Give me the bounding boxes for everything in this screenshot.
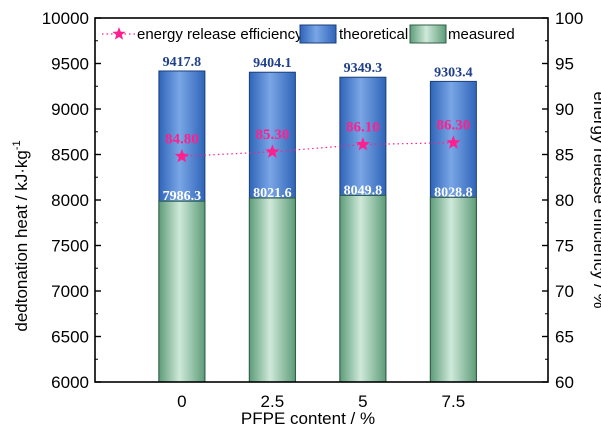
legend-measured-swatch [409, 24, 447, 44]
measured-bar [158, 200, 206, 383]
measured-value-label: 8021.6 [253, 186, 292, 201]
efficiency-value-label: 86.30 [437, 118, 471, 134]
theoretical-value-label: 9404.1 [253, 56, 292, 71]
legend-theoretical-label: theoretical [339, 26, 408, 43]
x-tick-label: 5 [358, 392, 367, 411]
measured-bar [339, 194, 387, 383]
y-tick-label: 7000 [51, 282, 89, 301]
efficiency-point [265, 144, 280, 158]
x-tick-label: 7.5 [442, 392, 466, 411]
efficiency-point [446, 135, 461, 149]
y2-tick-label: 100 [555, 9, 583, 28]
value-labels-layer: 9417.8 7986.3 9404.1 8021.6 9349.3 8049.8 9303… [163, 55, 473, 204]
y2-tick-label: 95 [555, 55, 574, 74]
y2-tick-label: 65 [555, 328, 574, 347]
measured-value-label: 8049.8 [344, 183, 383, 198]
bars-layer [158, 70, 477, 383]
legend-efficiency-star [112, 27, 126, 40]
efficiency-value-label: 84.80 [165, 131, 199, 147]
y-tick-label: 7500 [51, 237, 89, 256]
x-axis-title: PFPE content / % [241, 409, 375, 428]
y-axis-title-superscript: -1 [11, 140, 23, 150]
x-tick-label: 2.5 [261, 392, 285, 411]
axis-titles: PFPE content / % dedtonation heat / kJ·k… [11, 91, 601, 428]
y-tick-label: 6000 [51, 373, 89, 392]
efficiency-line-layer [174, 135, 461, 163]
theoretical-value-label: 9349.3 [344, 61, 383, 76]
y-tick-label: 8000 [51, 191, 89, 210]
y-tick-label: 9500 [51, 55, 89, 74]
y2-axis-title: energy release efficiency / % [590, 91, 601, 308]
efficiency-point [355, 136, 371, 151]
y-axis-title-main: dedtonation heat / kJ·kg [12, 150, 31, 331]
measured-bar [248, 197, 296, 383]
y-tick-label: 9000 [51, 100, 89, 119]
efficiency-value-label: 85.30 [256, 127, 290, 143]
measured-bar [429, 196, 477, 383]
efficiency-value-label: 86.10 [346, 119, 380, 135]
y2-tick-label: 75 [555, 237, 574, 256]
y2-tick-label: 80 [555, 191, 574, 210]
y2-tick-label: 90 [555, 100, 574, 119]
measured-value-label: 8028.8 [434, 185, 473, 200]
axes-layer: 6000 6500 7000 7500 8000 8500 9000 9500 10000 60 6… [42, 9, 584, 411]
y2-tick-label: 60 [555, 373, 574, 392]
legend: energy release efficiency theoretical meas… [102, 24, 515, 44]
y-axis-title: dedtonation heat / kJ·kg-1 [11, 140, 31, 331]
y2-tick-label: 85 [555, 146, 574, 165]
y-tick-label: 6500 [51, 328, 89, 347]
efficiency-point [174, 148, 190, 163]
legend-measured-label: measured [448, 26, 515, 43]
measured-value-label: 7986.3 [163, 189, 202, 204]
theoretical-value-label: 9417.8 [163, 55, 202, 70]
y2-tick-label: 70 [555, 282, 574, 301]
x-tick-label: 0 [177, 392, 186, 411]
y-tick-label: 8500 [51, 146, 89, 165]
theoretical-value-label: 9303.4 [434, 65, 473, 80]
legend-efficiency-label: energy release efficiency [137, 26, 303, 43]
legend-theoretical-swatch [299, 24, 337, 44]
efficiency-line [181, 142, 454, 157]
y-tick-label: 10000 [42, 9, 89, 28]
